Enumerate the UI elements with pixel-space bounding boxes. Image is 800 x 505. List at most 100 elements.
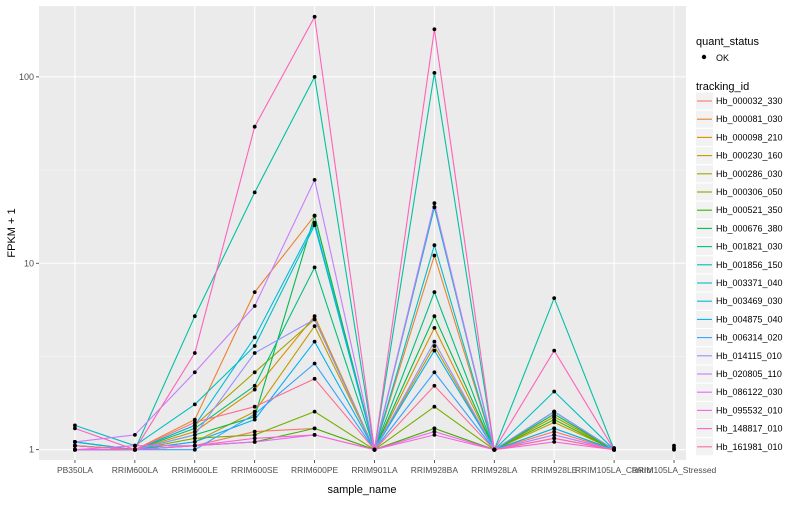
legend-label: Hb_000081_030 — [716, 114, 783, 124]
legend-label: Hb_161981_010 — [716, 442, 783, 452]
series-legend-items: Hb_000032_330 Hb_000081_030 Hb_000098_210 H… — [696, 92, 783, 456]
legend-item: Hb_020805_110 — [696, 365, 782, 383]
data-point — [432, 339, 437, 344]
minor-gridlines — [39, 169, 686, 357]
data-points — [73, 14, 676, 452]
data-point — [192, 436, 197, 441]
series-line — [74, 318, 615, 451]
legend-label: Hb_000676_380 — [716, 223, 783, 233]
data-point — [192, 447, 197, 452]
legend-item: Hb_001821_030 — [696, 238, 783, 256]
data-point — [312, 376, 317, 381]
legend-label: Hb_000521_350 — [716, 205, 783, 215]
data-point — [552, 412, 557, 417]
legend-item: Hb_000098_210 — [696, 128, 783, 146]
data-point — [252, 124, 257, 129]
legend-item: Hb_000306_050 — [696, 183, 783, 201]
data-point — [312, 361, 317, 366]
x-axis-title: sample_name — [327, 484, 396, 496]
data-point — [73, 426, 77, 431]
legend-label: Hb_003371_040 — [716, 278, 783, 288]
data-point — [312, 14, 317, 19]
legend-item: Hb_000230_160 — [696, 147, 783, 165]
data-point — [192, 440, 197, 444]
y-tick-label: 100 — [19, 72, 34, 82]
data-point — [552, 296, 557, 300]
data-point — [672, 446, 676, 450]
plot-panel — [39, 6, 686, 460]
data-point — [252, 290, 257, 294]
data-point — [73, 443, 77, 448]
data-point — [73, 447, 77, 452]
x-tick-label: RRIM600SE — [231, 465, 279, 475]
data-point — [432, 426, 437, 431]
series-line — [74, 434, 615, 451]
legend-item: Hb_003469_030 — [696, 292, 783, 310]
data-point — [312, 339, 317, 344]
legend-item: Hb_000081_030 — [696, 110, 783, 128]
data-point — [432, 314, 437, 319]
data-point — [552, 417, 557, 422]
data-point — [73, 440, 77, 444]
data-point — [432, 71, 437, 75]
legend-label: Hb_004875_040 — [716, 314, 783, 324]
data-point — [192, 370, 197, 375]
data-point — [312, 220, 317, 225]
data-point — [432, 205, 437, 210]
data-point — [312, 265, 317, 270]
legend: quant_status OK tracking_id Hb_000032_33… — [696, 36, 783, 456]
data-point — [312, 409, 317, 414]
data-point — [252, 414, 257, 419]
x-tick-label: RRIM928LE — [531, 465, 578, 475]
data-point — [252, 429, 257, 434]
data-point — [612, 446, 616, 450]
series-lines — [74, 15, 615, 452]
data-point — [432, 404, 437, 409]
data-point — [133, 447, 137, 452]
data-point — [252, 351, 257, 355]
data-point — [552, 426, 557, 431]
data-point — [432, 27, 437, 32]
data-point — [552, 440, 557, 444]
data-point — [252, 370, 257, 375]
data-point — [73, 423, 77, 428]
major-gridlines — [39, 6, 686, 460]
data-point — [252, 417, 257, 422]
data-point — [252, 409, 257, 414]
data-point — [312, 433, 317, 437]
series-line — [74, 72, 615, 452]
data-point — [252, 387, 257, 392]
data-point — [372, 447, 377, 452]
data-point — [432, 290, 437, 294]
data-point — [432, 383, 437, 388]
legend-item: Hb_086122_030 — [696, 383, 783, 401]
y-tick-label: 10 — [24, 258, 34, 268]
y-tick-label: 1 — [29, 445, 34, 455]
data-point — [432, 370, 437, 375]
legend-label: Hb_148817_010 — [716, 424, 783, 434]
legend-item: Hb_004875_040 — [696, 310, 783, 328]
data-point — [432, 243, 437, 248]
legend-item: Hb_001856_150 — [696, 256, 783, 274]
data-point — [312, 314, 317, 319]
data-point — [312, 213, 317, 218]
series-line — [74, 178, 615, 451]
legend-label: Hb_095532_010 — [716, 405, 783, 415]
legend-item: Hb_006314_020 — [696, 329, 783, 347]
data-point — [192, 402, 197, 407]
points-legend-title: quant_status — [696, 36, 759, 48]
data-point — [192, 429, 197, 434]
data-point — [252, 383, 257, 388]
data-point — [552, 414, 557, 419]
data-point — [133, 433, 137, 437]
data-point — [252, 404, 257, 409]
data-point — [192, 433, 197, 437]
legend-label: Hb_000306_050 — [716, 187, 783, 197]
data-point — [552, 436, 557, 441]
data-point — [432, 253, 437, 258]
legend-label: Hb_000032_330 — [716, 96, 783, 106]
data-point — [552, 420, 557, 425]
data-point — [312, 75, 317, 79]
x-axis: PB350LA RRIM600LA RRIM600LE RRIM600SE RRIM60… — [57, 460, 717, 475]
